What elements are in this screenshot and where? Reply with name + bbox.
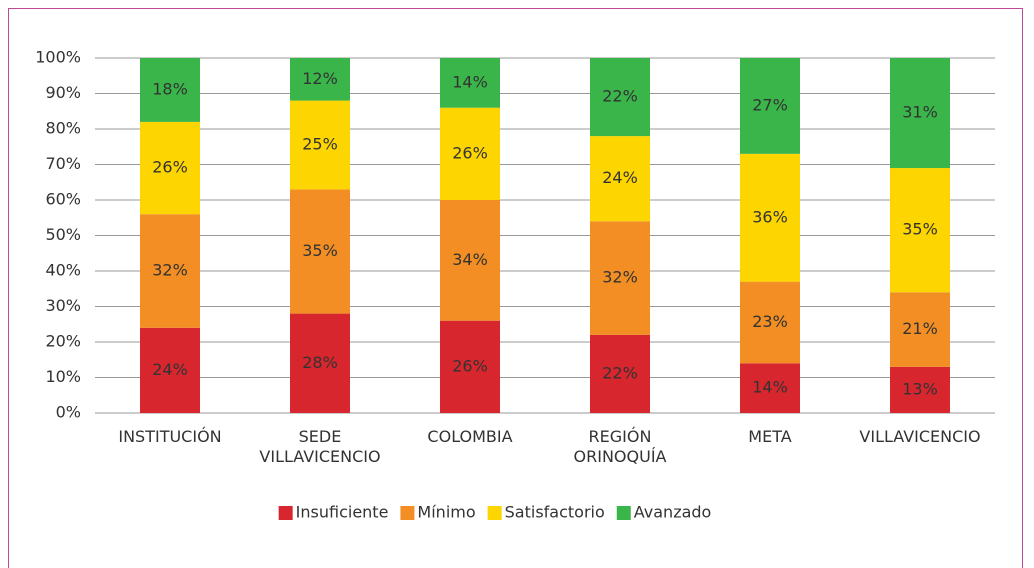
bar-segment (590, 221, 650, 335)
bar-segment (440, 320, 500, 413)
data-label: 26% (152, 158, 188, 177)
data-label: 27% (752, 95, 788, 114)
x-tick-label: META (748, 427, 792, 446)
bar-segment (440, 58, 500, 108)
x-tick-label: VILLAVICENCIO (859, 427, 981, 446)
data-label: 28% (302, 353, 338, 372)
data-label: 21% (902, 319, 938, 338)
bar-segment (590, 334, 650, 413)
bar-segment (890, 168, 950, 293)
frame (8, 8, 1023, 568)
bar-segment (890, 292, 950, 367)
data-label: 34% (452, 250, 488, 269)
bar-segment (290, 100, 350, 190)
data-label: 14% (452, 72, 488, 91)
bar-segment (740, 281, 800, 364)
bar-segment (440, 107, 500, 200)
bar-segment (890, 366, 950, 413)
bar-segment (890, 58, 950, 169)
data-label: 25% (302, 134, 338, 153)
data-label: 35% (302, 241, 338, 260)
legend-label: Insuficiente (296, 503, 389, 522)
y-tick-label: 50% (45, 225, 81, 244)
x-tick-label: INSTITUCIÓN (118, 427, 222, 446)
data-label: 23% (752, 312, 788, 331)
y-tick-label: 70% (45, 154, 81, 173)
legend-swatch (278, 506, 293, 520)
bar-segment (290, 58, 350, 101)
bar-segment (140, 58, 200, 122)
x-tick-label: REGIÓN ORINOQUÍA (573, 427, 667, 466)
legend-swatch (487, 506, 502, 520)
x-tick-label: SEDE VILLAVICENCIO (259, 427, 381, 466)
data-label: 36% (752, 207, 788, 226)
data-label: 14% (752, 378, 788, 397)
bar-segment (290, 313, 350, 413)
data-label: 31% (902, 103, 938, 122)
y-tick-label: 100% (35, 48, 81, 67)
bar-segment (140, 214, 200, 328)
y-tick-label: 10% (45, 367, 81, 386)
legend-label: Avanzado (634, 503, 712, 522)
bar-segment (740, 153, 800, 282)
legend-label: Mínimo (417, 503, 475, 522)
data-label: 22% (602, 87, 638, 106)
bar-segment (290, 189, 350, 314)
data-label: 13% (902, 379, 938, 398)
bar-segment (140, 121, 200, 215)
legend-swatch (400, 506, 415, 520)
y-tick-label: 80% (45, 119, 81, 138)
data-label: 26% (452, 356, 488, 375)
y-tick-label: 30% (45, 296, 81, 315)
data-label: 26% (452, 143, 488, 162)
data-label: 35% (902, 220, 938, 239)
data-label: 24% (152, 360, 188, 379)
data-label: 18% (152, 79, 188, 98)
bar-segment (590, 136, 650, 222)
data-label: 22% (602, 363, 638, 382)
bar-segment (140, 327, 200, 413)
y-tick-label: 60% (45, 190, 81, 209)
bar-segment (590, 58, 650, 137)
y-tick-label: 0% (56, 403, 81, 422)
y-tick-label: 20% (45, 332, 81, 351)
data-label: 12% (302, 69, 338, 88)
x-tick-label: COLOMBIA (427, 427, 513, 446)
legend-swatch (616, 506, 631, 520)
data-label: 24% (602, 168, 638, 187)
y-tick-label: 90% (45, 83, 81, 102)
bar-segment (740, 58, 800, 154)
bar-segment (740, 363, 800, 413)
data-label: 32% (602, 268, 638, 287)
bar-segment (440, 200, 500, 321)
y-tick-label: 40% (45, 261, 81, 280)
legend-label: Satisfactorio (505, 503, 605, 522)
data-label: 32% (152, 261, 188, 280)
